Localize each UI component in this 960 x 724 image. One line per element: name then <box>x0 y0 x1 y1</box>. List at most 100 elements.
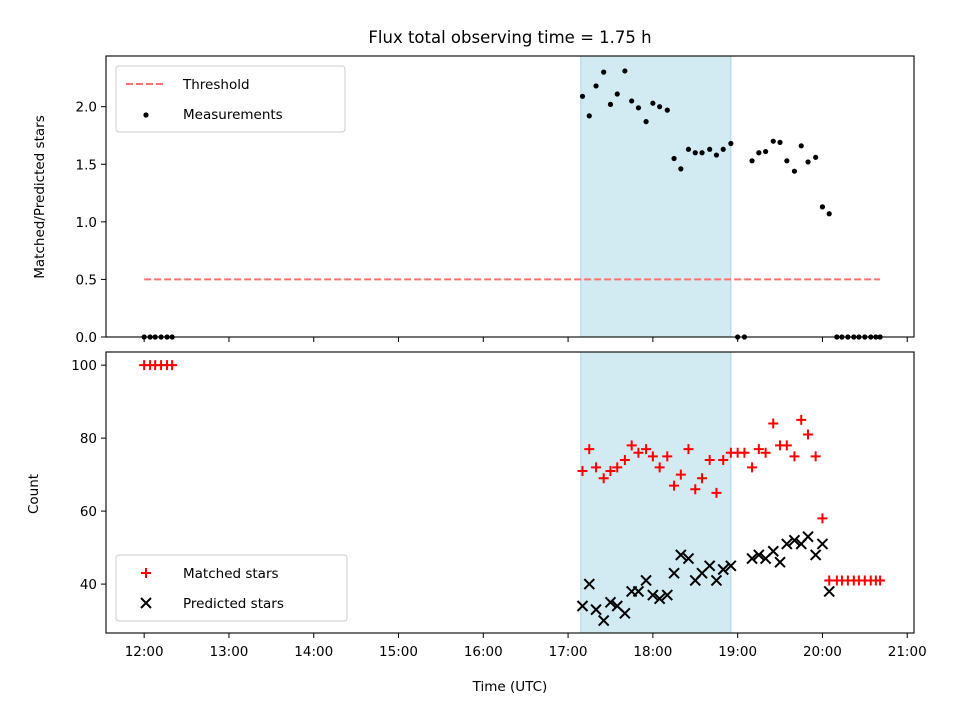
matched-star-plus <box>789 451 800 462</box>
predicted-star-x <box>597 614 610 627</box>
matched-star-marker <box>704 455 715 466</box>
matched-star-plus <box>690 484 701 495</box>
matched-star-marker <box>669 480 680 491</box>
top-y-tick-label: 1.5 <box>76 157 97 173</box>
plot-layer: 0.0 0.5 1.0 1.5 2.0 Threshold Measurements 40 60… <box>71 55 927 660</box>
predicted-star-x <box>809 549 822 561</box>
predicted-star-marker <box>597 614 610 627</box>
top-legend: Threshold Measurements <box>115 65 346 133</box>
measurement-point <box>819 204 826 210</box>
legend-label: Matched stars <box>183 566 279 582</box>
bottom-observing-span <box>580 351 732 634</box>
matched-star-plus <box>781 440 792 451</box>
top-y-tick-label: 2.0 <box>76 100 97 116</box>
matched-star-marker <box>760 447 771 458</box>
predicted-star-x <box>583 578 595 590</box>
predicted-star-marker <box>753 549 765 561</box>
x-tick-label: 17:00 <box>549 644 588 660</box>
matched-star-plus <box>875 575 886 586</box>
top-plot-frame <box>105 55 915 338</box>
measurement-point <box>749 158 755 164</box>
matched-star-plus <box>167 360 178 371</box>
matched-star-marker <box>633 447 644 458</box>
predicted-star-marker <box>746 552 758 565</box>
predicted-star-x <box>703 560 716 572</box>
predicted-star-marker <box>774 556 786 568</box>
bottom-legend: Matched stars Predicted stars <box>115 554 348 622</box>
matched-star-marker <box>803 429 814 440</box>
matched-star-marker <box>683 444 694 455</box>
matched-star-plus <box>598 473 609 484</box>
matched-star-plus <box>683 444 694 455</box>
predicted-star-x <box>675 549 687 561</box>
predicted-star-marker <box>767 545 779 557</box>
predicted-star-x <box>640 574 652 587</box>
predicted-star-marker <box>725 560 737 572</box>
x-axis-label: Time (UTC) <box>472 679 548 695</box>
measurement-point <box>699 150 705 156</box>
predicted-star-x <box>717 563 729 576</box>
matched-star-plus <box>760 447 771 458</box>
predicted-star-marker <box>619 607 631 620</box>
matched-star-plus <box>704 455 715 466</box>
x-tick-label: 18:00 <box>633 644 672 660</box>
predicted-star-x <box>788 534 801 547</box>
predicted-star-marker <box>781 538 793 550</box>
predicted-star-marker <box>576 600 589 612</box>
predicted-star-marker <box>682 552 695 565</box>
matched-star-plus <box>697 473 708 484</box>
matched-star-plus <box>662 451 673 462</box>
measurement-point <box>713 152 720 158</box>
measurement-point <box>685 146 692 152</box>
predicted-star-x <box>823 585 835 598</box>
matched-star-marker <box>875 575 886 586</box>
legend-measurement-swatch <box>143 112 149 118</box>
predicted-star-marker <box>640 574 652 587</box>
matched-star-plus <box>711 487 722 498</box>
predicted-star-marker <box>583 578 595 590</box>
matched-star-marker <box>817 513 828 524</box>
matched-star-marker <box>626 440 637 451</box>
predicted-star-x <box>661 589 673 601</box>
matched-star-marker <box>718 455 729 466</box>
matched-star-marker <box>584 444 595 455</box>
matched-star-plus <box>626 440 637 451</box>
matched-star-marker <box>577 465 588 476</box>
matched-star-plus <box>669 480 680 491</box>
measurement-point <box>784 158 790 164</box>
predicted-star-x <box>576 600 589 612</box>
bottom-y-tick-label: 80 <box>80 431 97 447</box>
measurement-point <box>826 211 832 217</box>
measurement-point <box>813 154 819 160</box>
matched-star-marker <box>654 462 665 473</box>
top-observing-span <box>580 55 732 338</box>
predicted-star-marker <box>604 596 617 609</box>
top-y-axis-label: Matched/Predicted stars <box>32 115 48 278</box>
predicted-star-x <box>710 574 723 587</box>
matched-star-plus <box>641 444 652 455</box>
x-tick-label: 21:00 <box>888 644 927 660</box>
predicted-star-marker <box>703 560 716 572</box>
predicted-star-marker <box>647 589 659 601</box>
x-tick-label: 15:00 <box>379 644 418 660</box>
measurement-point <box>777 139 783 145</box>
measurement-point <box>678 166 684 172</box>
legend-box <box>115 554 348 622</box>
x-tick-label: 16:00 <box>464 644 503 660</box>
predicted-star-x <box>781 538 793 550</box>
predicted-star-marker <box>675 549 687 561</box>
matched-star-marker <box>711 487 722 498</box>
matched-star-plus <box>747 462 758 473</box>
bottom-y-tick-label: 100 <box>71 358 97 374</box>
bottom-y-tick-label: 60 <box>80 504 97 520</box>
matched-star-marker <box>796 414 807 425</box>
matched-star-plus <box>803 429 814 440</box>
x-tick-label: 13:00 <box>209 644 248 660</box>
x-tick-label: 14:00 <box>294 644 333 660</box>
top-y-tick-label: 0.0 <box>76 330 97 346</box>
measurement-point <box>629 98 635 104</box>
matched-star-plus <box>817 513 828 524</box>
matched-star-marker <box>753 444 764 455</box>
predicted-star-x <box>746 552 758 565</box>
matched-star-marker <box>605 465 616 476</box>
